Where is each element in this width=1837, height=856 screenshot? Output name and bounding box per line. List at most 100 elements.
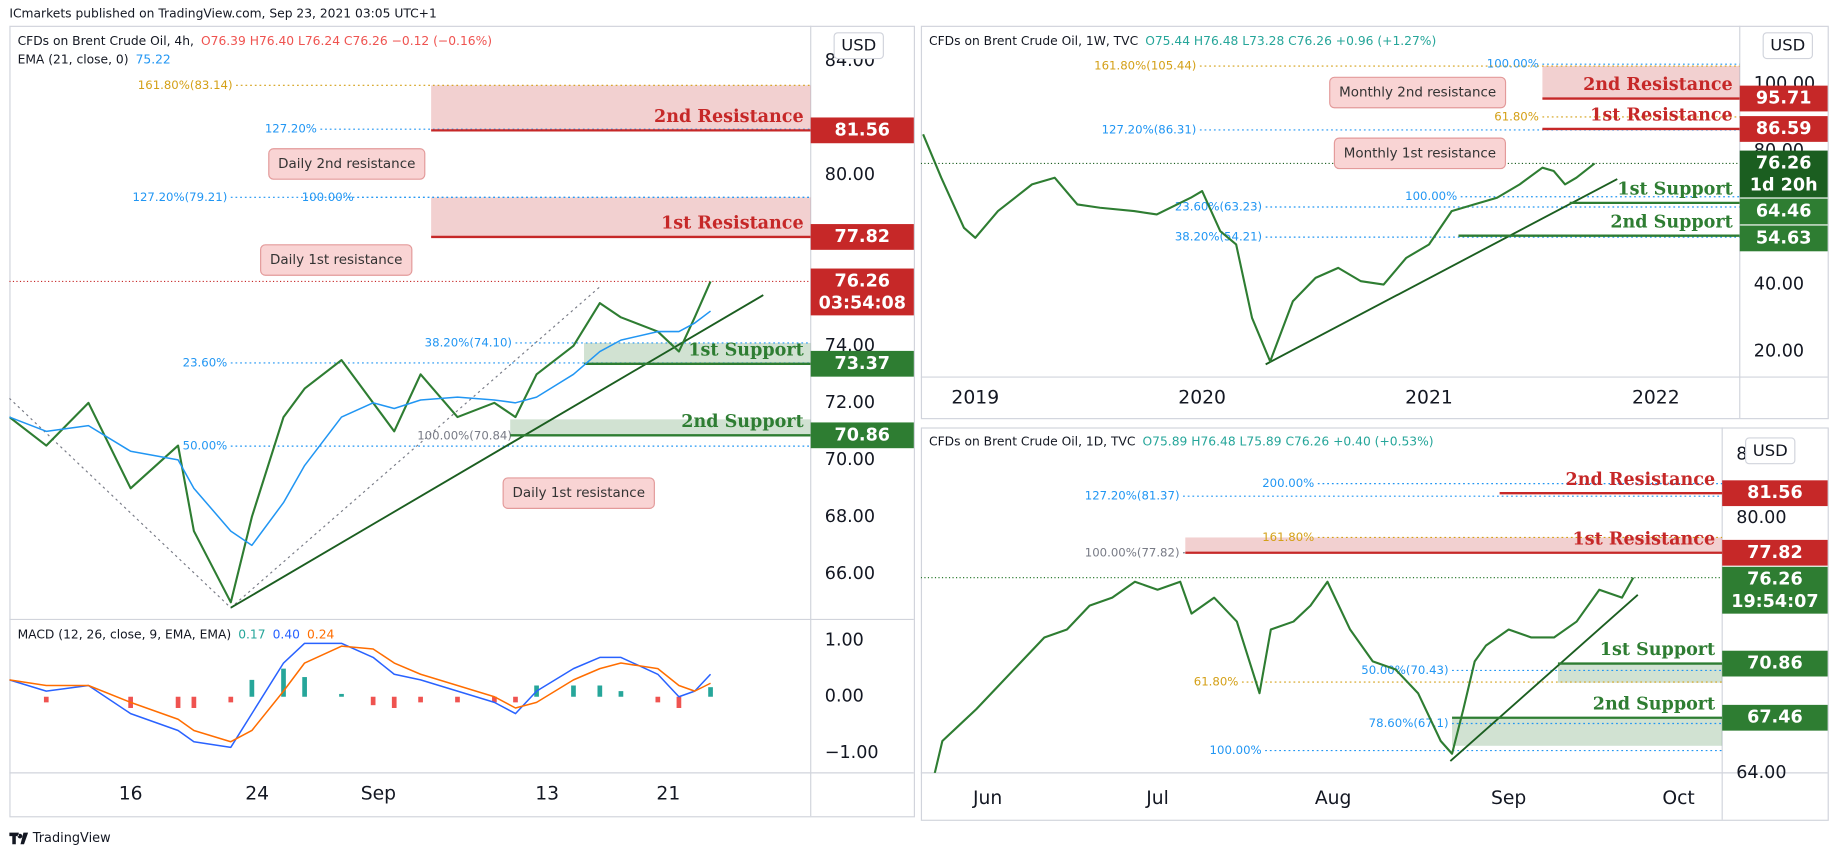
level-name: 1st Resistance (661, 214, 804, 234)
x-tick-label: 2020 (1178, 388, 1226, 409)
series-line (922, 133, 1596, 363)
fib-label: 61.80% (1494, 109, 1539, 123)
y-tick-label: 74.00 (825, 336, 875, 356)
price-box-label: 76.26 (1756, 153, 1812, 173)
fib-label: 100.00%(77.82) (1085, 545, 1180, 559)
price-box-label: 70.86 (835, 425, 891, 445)
histogram-bar (302, 677, 307, 697)
plot-area: 100.00% 161.80%(105.44) 61.80% 127.20%(86.3… (920, 57, 1740, 366)
fib-label: 100.00% (1487, 57, 1539, 71)
title-text: CFDs on Brent Crude Oil, 1W, TVC (929, 33, 1138, 47)
price-box (810, 224, 914, 250)
histogram-bar (571, 685, 576, 697)
y-tick-label: 0.00 (825, 687, 864, 707)
price-box-label: 03:54:08 (819, 294, 906, 314)
price-box-label: 76.26 (835, 271, 891, 291)
legend-name: EMA (21, close, 0) (18, 52, 129, 66)
level-name: 2nd Resistance (654, 107, 804, 127)
level-name: 1st Resistance (1573, 529, 1716, 549)
level-name: 1st Support (688, 340, 804, 360)
x-tick-label: Sep (1491, 788, 1526, 809)
x-tick-label: Aug (1315, 788, 1352, 809)
fib-label: 38.20%(74.10) (425, 335, 512, 349)
level-zone (431, 85, 811, 131)
price-box-label: 86.59 (1756, 119, 1812, 139)
fib-label: 100.00% (302, 190, 354, 204)
price-box-label: 70.86 (1747, 654, 1803, 674)
price-box (810, 117, 914, 144)
series-line (9, 310, 712, 547)
level-name: 2nd Support (1593, 694, 1716, 714)
price-box (1739, 198, 1828, 225)
price-box (810, 268, 914, 316)
title-text: MACD (12, 26, close, 9, EMA, EMA) (18, 627, 232, 641)
histogram-bar (597, 685, 603, 697)
histogram-bar (418, 696, 423, 703)
fib-label: 200.00% (1262, 476, 1314, 490)
x-tick-label: Jul (1145, 788, 1169, 809)
fib-label: 161.80% (1262, 530, 1314, 544)
fib-label: 127.20%(86.31) (1102, 122, 1197, 136)
histogram-bar (708, 687, 713, 697)
callout-text: Monthly 1st resistance (1344, 146, 1496, 161)
price-box-label: 64.46 (1756, 201, 1812, 221)
level-zone (431, 197, 811, 237)
callout-box (268, 148, 426, 180)
plot-area: 161.80%(83.14) 127.20% 127.20%(79.21) 100.0… (9, 78, 811, 609)
series-line (933, 577, 1635, 773)
price-box (1739, 116, 1828, 142)
price-box-label: 54.63 (1756, 228, 1812, 248)
chart-title: CFDs on Brent Crude Oil, 4h, O76.39 H76.4… (18, 33, 492, 47)
price-box-label: 81.56 (1747, 483, 1803, 503)
ohlc-values: O76.39 H76.40 L76.24 C76.26 −0.12 (−0.16… (201, 33, 492, 47)
level-name: 1st Support (1600, 640, 1716, 660)
histogram-bar (492, 696, 497, 703)
chart-title: CFDs on Brent Crude Oil, 1W, TVC O75.44 H… (929, 33, 1436, 47)
price-box-label: 73.37 (835, 354, 891, 374)
x-tick-label: 13 (535, 783, 559, 804)
price-box-label: 81.56 (835, 120, 891, 140)
x-tick-label: 2019 (951, 388, 999, 409)
currency-box (833, 32, 884, 60)
footer-logo (9, 832, 29, 845)
trendline (1449, 594, 1639, 762)
ohlc-values: O75.44 H76.48 L73.28 C76.26 +0.96 (+1.27… (1145, 33, 1436, 47)
callout-text: Monthly 2nd resistance (1339, 86, 1496, 101)
y-tick-label: −1.00 (825, 743, 879, 763)
level-name: 2nd Support (1610, 212, 1733, 232)
level-name: 1st Resistance (1590, 106, 1733, 126)
legend-value: 0.24 (307, 627, 335, 641)
level-zone (1452, 717, 1723, 746)
series-line (9, 280, 712, 604)
histogram-bar (513, 696, 518, 703)
publish-header: ICmarkets published on TradingView.com, … (9, 7, 436, 21)
price-box-label: 77.82 (1747, 543, 1803, 563)
y-tick-label: 80.00 (825, 165, 875, 185)
price-box-label: 19:54:07 (1731, 592, 1818, 612)
price-box (1722, 566, 1828, 614)
price-box-label: 1d 20h (1750, 176, 1818, 196)
y-tick-label: 66.00 (825, 564, 875, 584)
histogram-bar (370, 696, 376, 706)
level-zone (1557, 663, 1723, 683)
plot-area: 200.00% 127.20%(81.37) 161.80% 100.00%(77.8… (920, 476, 1723, 773)
price-box-label: 95.71 (1756, 89, 1812, 109)
fib-label: 127.20%(81.37) (1085, 489, 1180, 503)
price-box (1739, 225, 1828, 252)
chart-title: CFDs on Brent Crude Oil, 1D, TVC O75.89 H… (929, 434, 1434, 448)
price-box-label: 77.82 (835, 227, 891, 247)
x-tick-label: 24 (245, 783, 269, 804)
y-tick-label: 72.00 (825, 393, 875, 413)
fib-label: 78.60%(67.1) (1369, 716, 1449, 730)
fib-label: 161.80%(105.44) (1094, 59, 1196, 73)
fib-label: 61.80% (1194, 675, 1239, 689)
y-tick-label: 1.00 (825, 631, 864, 651)
histogram-bar (618, 691, 624, 697)
plot-area (9, 642, 713, 749)
legend-entry: EMA (21, close, 0) 75.22 (18, 52, 171, 66)
fib-label: 161.80%(83.14) (138, 78, 233, 92)
chart-title: MACD (12, 26, close, 9, EMA, EMA) 0.17 0.4… (18, 627, 335, 641)
